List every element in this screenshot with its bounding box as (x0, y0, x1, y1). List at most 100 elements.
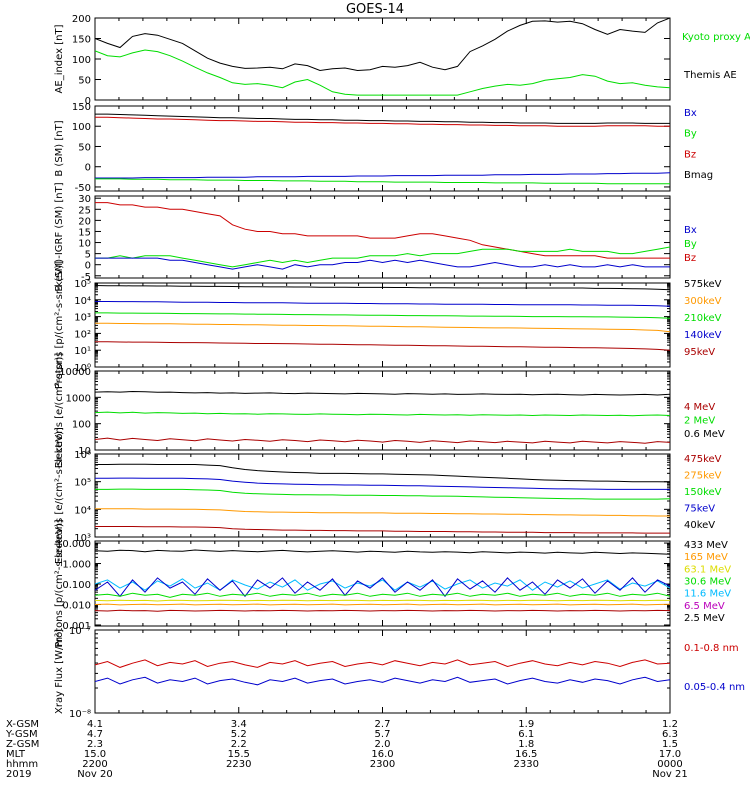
y-tick-label: 1.000 (62, 560, 91, 571)
y-tick-label: 150 (72, 35, 91, 46)
y-tick-label: 50 (78, 142, 91, 153)
footer-value: 3.4 (231, 719, 247, 730)
legend-entry: 140keV (684, 330, 722, 341)
legend-entry: By (684, 129, 697, 140)
footer-value: 2230 (226, 759, 251, 770)
footer-value: 17.0 (659, 749, 681, 760)
series-line-433-mev (95, 549, 670, 555)
series-line-bz (95, 116, 670, 127)
y-tick-label: 10000 (59, 367, 91, 378)
panel-frame (94, 629, 671, 714)
legend-entry: 40keV (684, 520, 715, 531)
y-tick-label: 10³ (74, 533, 91, 544)
series-line-30-6-mev (95, 592, 670, 598)
footer-row-label: 2019 (6, 769, 31, 780)
series-line-150kev (95, 488, 670, 500)
legend-entry: Bx (684, 108, 697, 119)
series-line-300kev (95, 322, 670, 333)
footer-value: 1.9 (518, 719, 534, 730)
y-tick-label: 10⁴ (74, 296, 91, 307)
y-tick-label: 10⁰ (74, 363, 91, 374)
footer-value: 1.5 (662, 739, 678, 750)
footer-value: 16.0 (371, 749, 393, 760)
y-axis-label: Xray Flux [W/m²] (54, 629, 65, 714)
footer-row-label: MLT (6, 749, 26, 760)
footer-value: 1.2 (662, 719, 678, 730)
footer-value: 2.7 (375, 719, 391, 730)
series-line-bmag (95, 113, 670, 124)
panel-frame (94, 195, 671, 279)
series-line-275kev (95, 508, 670, 517)
footer-value: 5.2 (231, 729, 247, 740)
series-line-140kev (95, 301, 670, 307)
y-axis-label: B (SM)-IGRF (SM) [nT] (54, 182, 65, 291)
series-line-bx (95, 172, 670, 179)
y-axis-label: AE_index [nT] (54, 24, 65, 93)
series-line-themis-ae (95, 18, 670, 72)
y-tick-label: 0 (85, 261, 91, 272)
series-line-0-1-0-8-nm (95, 659, 670, 668)
y-tick-label: 10⁻⁸ (69, 709, 91, 720)
y-tick-label: 10³ (74, 313, 91, 324)
footer-value: 6.3 (662, 729, 678, 740)
y-tick-label: 5 (85, 250, 91, 261)
footer-value: Nov 21 (652, 769, 687, 780)
panel-6: 10³ 10⁴ 10⁵ 10⁶ Electrons [e/(cm²-s-sr-keV)]… (54, 427, 722, 564)
footer-row-label: hhmm (6, 759, 38, 770)
series-line-475kev (95, 526, 670, 534)
footer-value: 2300 (370, 759, 395, 770)
footer-row-label: Z-GSM (6, 739, 39, 750)
footer-value: 15.0 (84, 749, 106, 760)
y-tick-label: 1000 (66, 393, 91, 404)
series-line-kyoto-proxy-ae (95, 49, 670, 96)
series-line-210kev (95, 312, 670, 319)
series-line-165-mev (95, 603, 670, 606)
y-axis-label: Protons [p/(cm²-s-sr-keV)] (54, 519, 65, 647)
footer-value: 2.2 (231, 739, 247, 750)
series-line-6-5-mev (95, 577, 670, 598)
y-tick-label: 0 (85, 163, 91, 174)
legend-entry: By (684, 239, 697, 250)
y-tick-label: 0.010 (62, 600, 91, 611)
footer-value: 2200 (82, 759, 107, 770)
panel-frame (94, 282, 671, 368)
footer-value: 2.0 (375, 739, 391, 750)
y-tick-label: 10¹ (74, 346, 91, 357)
series-line-63-1-mev (95, 599, 670, 602)
legend-entry: Kyoto proxy AE (682, 32, 750, 43)
legend-entry: 63.1 MeV (684, 564, 731, 575)
plot-title: GOES-14 (346, 2, 404, 17)
legend-entry: Bz (684, 149, 696, 160)
legend-entry: 11.6 MeV (684, 589, 731, 600)
series-line-by (95, 178, 670, 185)
y-tick-label: 100 (72, 55, 91, 66)
y-tick-label: 10 (78, 446, 91, 457)
panel-frame (94, 540, 671, 627)
legend-entry: Bz (684, 253, 696, 264)
y-tick-label: 10 (78, 239, 91, 250)
series-line-0-05-0-4-nm (95, 676, 670, 686)
footer-value: 15.5 (228, 749, 250, 760)
y-tick-label: 200 (72, 14, 91, 25)
y-tick-label: 10⁶ (74, 450, 91, 461)
footer-row-label: X-GSM (6, 719, 39, 730)
footer-value: 16.5 (515, 749, 537, 760)
legend-entry: 75keV (684, 504, 715, 515)
legend-entry: 30.6 MeV (684, 577, 731, 588)
series-line-11-6-mev (95, 578, 670, 591)
series-line-95kev (95, 341, 670, 351)
y-axis-label: Electrons [e/(cm²-s-sr-keV)] (54, 427, 65, 564)
legend-entry: 150keV (684, 487, 722, 498)
y-tick-label: 0 (85, 96, 91, 107)
footer-value: 6.1 (518, 729, 534, 740)
y-tick-label: 20 (78, 216, 91, 227)
footer-value: 2330 (514, 759, 539, 770)
footer-value: 4.1 (87, 719, 103, 730)
y-tick-label: -50 (75, 183, 91, 194)
y-tick-label: 50 (78, 76, 91, 87)
y-tick-label: 0.001 (62, 621, 91, 632)
